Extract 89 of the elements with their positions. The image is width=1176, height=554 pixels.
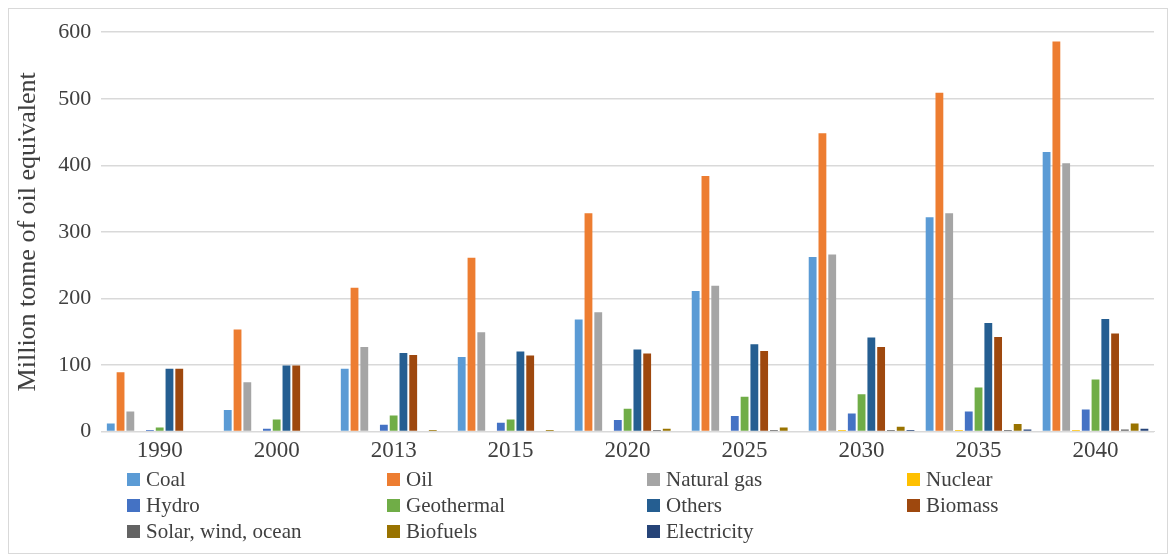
legend-label: Electricity (666, 518, 754, 544)
bar (379, 424, 388, 431)
bar (613, 420, 622, 431)
bar (984, 322, 993, 431)
x-tick-label: 2030 (838, 437, 885, 463)
y-tick-label: 0 (80, 417, 92, 443)
bar (457, 356, 466, 431)
bar (574, 319, 583, 431)
bar (857, 394, 866, 431)
bar (847, 413, 856, 431)
y-tick-label: 400 (58, 151, 92, 177)
legend-label: Others (666, 492, 722, 518)
bar (945, 213, 954, 431)
bar (877, 346, 886, 431)
bar (964, 411, 973, 431)
bar (594, 312, 603, 431)
x-tick-label: 2000 (253, 437, 300, 463)
bar (467, 257, 476, 431)
bar (1130, 423, 1139, 431)
bar (516, 351, 525, 431)
bar (116, 372, 125, 431)
bar (1111, 333, 1119, 431)
bar (126, 411, 135, 431)
x-tick-label: 2015 (487, 437, 534, 463)
bar (643, 353, 652, 431)
legend-label: Coal (146, 466, 186, 492)
bar (223, 410, 232, 431)
bar (399, 352, 408, 431)
x-tick-label: 2040 (1072, 437, 1119, 463)
bar (1042, 151, 1051, 431)
y-axis-title: Million tonne of oil equivalent (12, 71, 42, 392)
bar (477, 332, 486, 431)
bar (389, 415, 398, 431)
bar (867, 337, 876, 431)
bar (701, 175, 710, 431)
bar (994, 336, 1003, 431)
bar (1062, 163, 1071, 431)
bar (165, 368, 174, 431)
bar (750, 344, 759, 431)
bar (1081, 409, 1090, 431)
bar (808, 257, 817, 431)
legend-label: Biofuels (406, 518, 478, 544)
bar (896, 426, 905, 431)
bar (506, 419, 515, 431)
bar (1052, 41, 1061, 431)
bar (360, 346, 369, 431)
bar (818, 133, 827, 431)
bar (272, 419, 281, 431)
legend-label: Hydro (146, 492, 200, 518)
y-tick-label: 300 (58, 217, 92, 243)
bar (155, 427, 164, 431)
bar (526, 355, 535, 431)
bar (711, 285, 720, 431)
x-tick-label: 2035 (955, 437, 1002, 463)
x-tick-label: 1990 (136, 437, 183, 463)
bar (496, 422, 505, 431)
bar (1013, 424, 1022, 431)
x-tick-label: 2020 (604, 437, 651, 463)
legend-label: Solar, wind, ocean (146, 518, 302, 544)
y-tick-label: 500 (58, 84, 92, 110)
bar (584, 213, 593, 431)
x-tick-label: 2025 (721, 437, 768, 463)
bar (243, 382, 252, 431)
bar (340, 368, 349, 431)
legend-label: Biomass (926, 492, 999, 518)
y-tick-label: 100 (58, 350, 92, 376)
bar (292, 365, 301, 431)
legend-label: Oil (406, 466, 433, 492)
y-tick-label: 600 (58, 17, 92, 43)
bar (828, 254, 837, 431)
bar (779, 427, 788, 431)
legend-label: Nuclear (926, 466, 993, 492)
bar (925, 217, 934, 431)
bar (760, 350, 769, 431)
bar (409, 354, 418, 431)
bar (730, 416, 739, 431)
bar (1101, 318, 1110, 431)
x-tick-label: 2013 (370, 437, 417, 463)
bar (633, 349, 642, 431)
bar (974, 387, 983, 431)
bar (740, 396, 749, 431)
bar (935, 92, 944, 431)
bar (106, 423, 115, 431)
legend-label: Natural gas (666, 466, 763, 492)
bar (175, 368, 184, 431)
y-tick-label: 200 (58, 284, 92, 310)
bar (691, 291, 700, 431)
bar (623, 408, 632, 431)
legend-label: Geothermal (406, 492, 506, 518)
